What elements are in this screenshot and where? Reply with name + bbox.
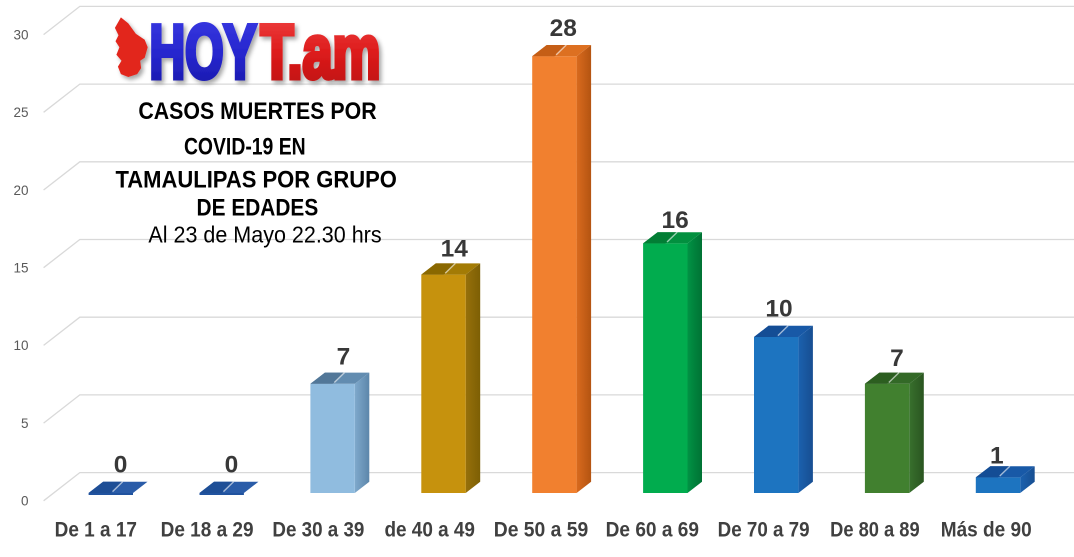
svg-text:Más de 90: Más de 90 xyxy=(941,518,1032,542)
svg-text:7: 7 xyxy=(890,345,904,372)
svg-text:1: 1 xyxy=(990,442,1004,469)
svg-text:14: 14 xyxy=(441,236,469,263)
svg-text:28: 28 xyxy=(550,15,577,42)
svg-text:CASOS MUERTES POR: CASOS MUERTES POR xyxy=(138,98,377,125)
svg-text:10: 10 xyxy=(13,338,28,353)
svg-text:De 30 a 39: De 30 a 39 xyxy=(272,518,364,542)
svg-text:De 1 a 17: De 1 a 17 xyxy=(55,518,137,542)
svg-text:TAMAULIPAS POR GRUPO: TAMAULIPAS POR GRUPO xyxy=(116,167,397,194)
svg-text:de 40 a 49: de 40 a 49 xyxy=(384,518,475,542)
svg-text:20: 20 xyxy=(13,183,28,198)
svg-text:De 70 a 79: De 70 a 79 xyxy=(718,518,810,542)
svg-text:HOY: HOY xyxy=(150,10,257,95)
svg-text:16: 16 xyxy=(661,207,688,234)
svg-text:7: 7 xyxy=(337,344,351,371)
svg-text:DE EDADES: DE EDADES xyxy=(197,195,319,222)
svg-text:De 80 a 89: De 80 a 89 xyxy=(830,518,920,542)
svg-text:Al 23 de Mayo 22.30 hrs: Al 23 de Mayo 22.30 hrs xyxy=(148,221,381,247)
svg-text:De 50 a 59: De 50 a 59 xyxy=(494,518,589,542)
svg-text:30: 30 xyxy=(13,27,28,42)
svg-text:0: 0 xyxy=(114,452,128,479)
svg-text:10: 10 xyxy=(765,295,792,322)
svg-text:5: 5 xyxy=(21,416,29,431)
svg-text:COVID-19 EN: COVID-19 EN xyxy=(184,134,306,161)
svg-text:25: 25 xyxy=(13,105,28,120)
svg-text:0: 0 xyxy=(21,494,29,509)
svg-text:T.am: T.am xyxy=(261,10,381,95)
svg-text:0: 0 xyxy=(225,452,239,479)
svg-text:De 60 a 69: De 60 a 69 xyxy=(606,518,699,542)
svg-text:De 18 a 29: De 18 a 29 xyxy=(161,518,254,542)
svg-text:15: 15 xyxy=(13,261,28,276)
